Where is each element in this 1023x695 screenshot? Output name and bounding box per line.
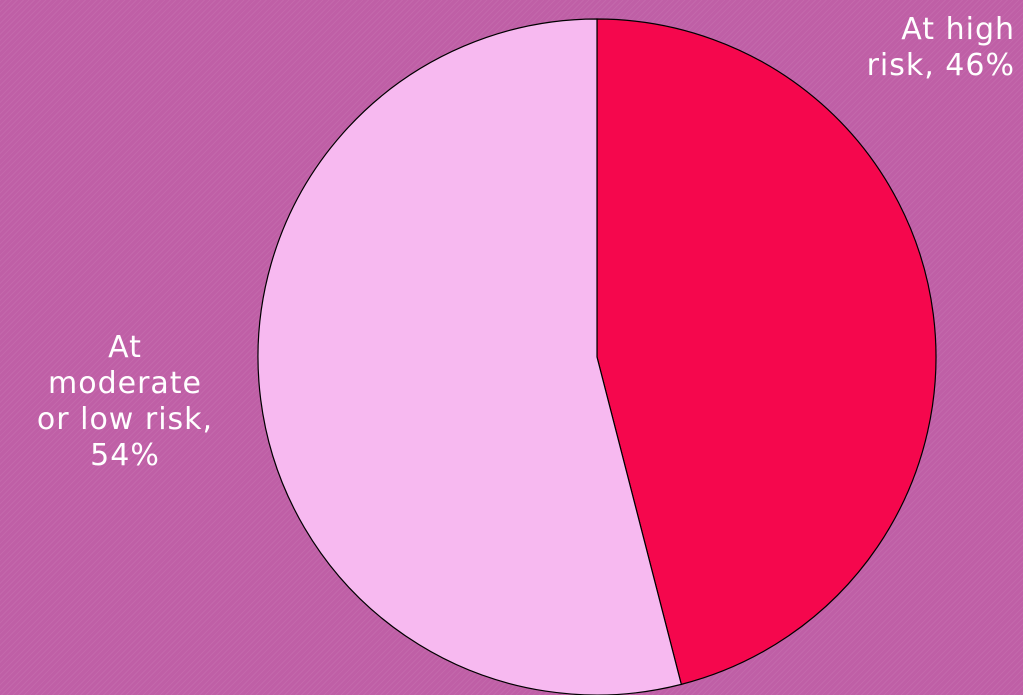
pie-slice-at-high-risk: [596, 18, 937, 686]
pie-slices: [257, 18, 937, 695]
pie-slice-at-moderate-or-low-risk: [257, 18, 683, 695]
data-label-high-risk: At high risk, 46%: [866, 12, 1015, 83]
data-label-moderate-low-risk: At moderate or low risk, 54%: [36, 330, 214, 473]
